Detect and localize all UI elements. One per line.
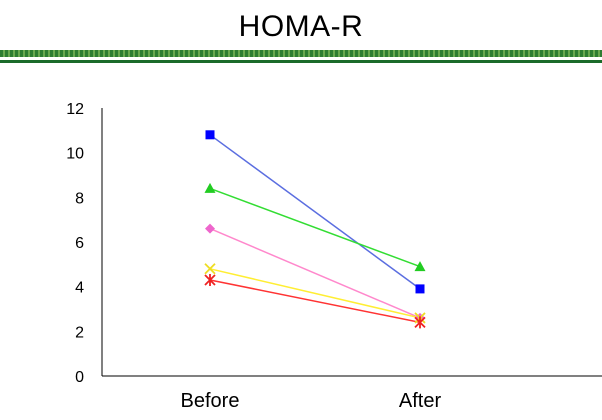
series-line [209,268,421,319]
y-tick-label: 12 [66,101,84,118]
series-markers [204,130,426,329]
title-divider-pattern [0,50,602,57]
data-point-marker [204,273,216,286]
title-divider-line [0,60,602,63]
data-point-marker [205,223,215,234]
y-tick-labels: 0 2 4 6 8 10 12 [66,101,84,386]
y-tick-label: 8 [75,190,84,207]
series-line [209,279,421,324]
y-tick-label: 2 [75,324,84,341]
x-category-label: After [399,390,442,412]
y-tick-label: 0 [75,369,84,386]
data-point-marker [204,182,216,193]
series-line [209,187,421,268]
y-tick-label: 4 [75,280,84,297]
data-point-marker [205,130,215,140]
series-line [209,134,421,290]
data-point-marker [204,263,216,275]
series-lines [209,134,421,324]
y-tick-label: 10 [66,146,84,163]
x-category-labels: Before After [181,390,442,412]
data-point-marker [415,284,425,294]
data-point-marker [414,316,426,329]
chart-axes [101,108,602,377]
data-point-marker [414,261,426,272]
series-line [209,227,421,319]
y-tick-label: 6 [75,235,84,252]
slide-title: HOMA-R [238,10,364,43]
x-category-label: Before [181,390,240,412]
